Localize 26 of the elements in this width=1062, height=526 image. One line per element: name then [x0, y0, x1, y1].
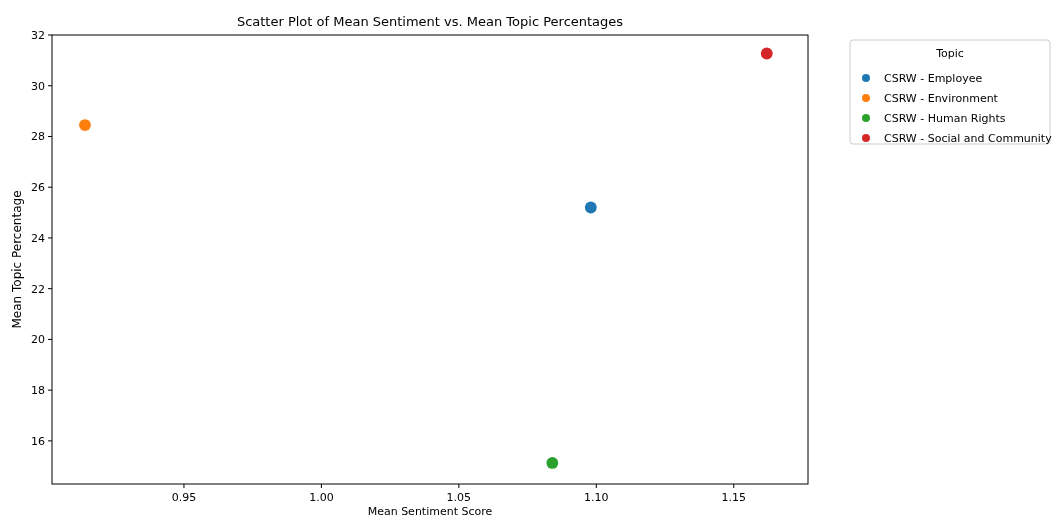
y-axis-title: Mean Topic Percentage: [10, 190, 24, 329]
x-axis-title: Mean Sentiment Score: [367, 505, 493, 518]
y-tick-label: 32: [31, 29, 45, 42]
y-tick-label: 24: [31, 231, 45, 245]
legend-label: CSRW - Environment: [884, 92, 999, 105]
x-tick-label: 1.15: [721, 491, 747, 504]
x-tick-label: 0.95: [171, 491, 197, 504]
point: [546, 457, 559, 469]
y-tick-label: 26: [31, 181, 45, 195]
x-tick-label: 1.10: [584, 491, 609, 504]
legend-label: CSRW - Social and Community: [884, 132, 1053, 145]
legend-label: CSRW - Human Rights: [884, 112, 1006, 125]
y-tick-label: 16: [31, 434, 45, 448]
x-tick-label: 1.05: [446, 491, 472, 504]
x-tick-label: 1.00: [309, 491, 334, 504]
y-tick-label: 30: [31, 79, 45, 93]
y-tick-label: 22: [31, 282, 45, 296]
y-tick-label: 18: [31, 384, 45, 398]
legend-title: Topic: [935, 47, 964, 60]
legend-label: CSRW - Employee: [884, 72, 983, 85]
y-tick-label: 28: [31, 130, 45, 144]
point: [79, 119, 91, 131]
point: [760, 47, 773, 60]
point: [584, 201, 597, 214]
y-tick-label: 20: [31, 333, 45, 347]
chart-title: Scatter Plot of Mean Sentiment vs. Mean Topic Percentages: [236, 14, 624, 29]
